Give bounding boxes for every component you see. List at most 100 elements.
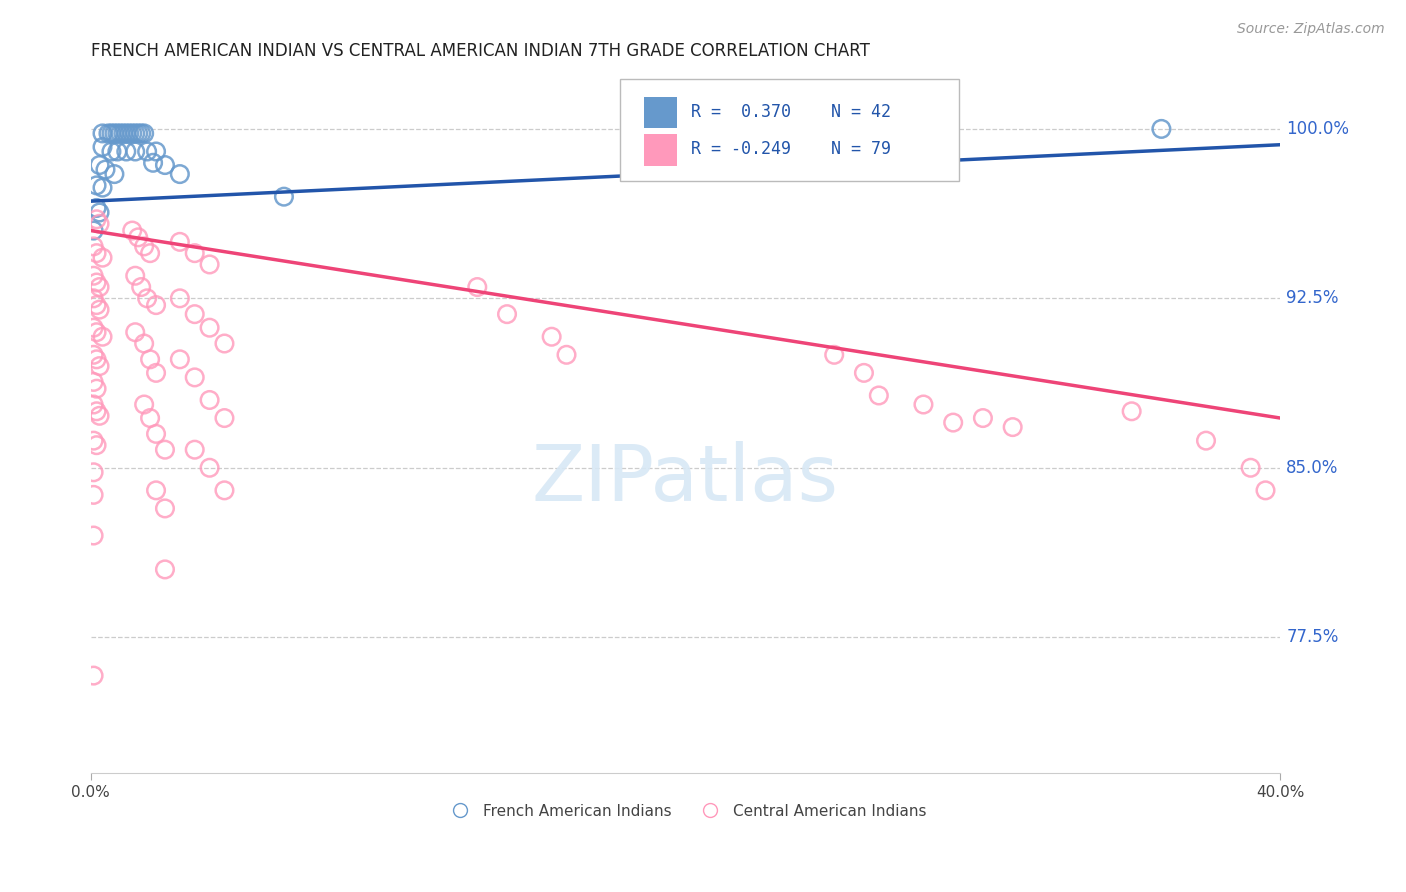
Point xyxy=(86,352,108,367)
Text: Source: ZipAtlas.com: Source: ZipAtlas.com xyxy=(1237,22,1385,37)
Point xyxy=(1239,460,1261,475)
Point xyxy=(121,127,143,141)
Point xyxy=(105,127,128,141)
Point xyxy=(540,330,562,344)
Point xyxy=(912,397,935,411)
Point xyxy=(97,127,120,141)
Point xyxy=(94,162,117,177)
Point xyxy=(115,145,138,159)
Point xyxy=(83,434,105,448)
Point xyxy=(198,320,221,334)
Point xyxy=(198,257,221,271)
Point xyxy=(83,320,105,334)
Point xyxy=(145,145,167,159)
Point xyxy=(169,352,191,367)
Point xyxy=(89,359,111,373)
Point xyxy=(134,336,156,351)
Point xyxy=(145,426,167,441)
Point xyxy=(86,438,108,452)
Point xyxy=(145,366,167,380)
Point xyxy=(139,411,162,425)
Point xyxy=(1254,483,1277,498)
Point xyxy=(136,145,159,159)
Legend: French American Indians, Central American Indians: French American Indians, Central America… xyxy=(439,797,932,824)
Point xyxy=(86,246,108,260)
Text: 85.0%: 85.0% xyxy=(1286,458,1339,476)
Point xyxy=(183,442,205,457)
Point xyxy=(153,562,176,576)
Point xyxy=(972,411,994,425)
Point xyxy=(83,668,105,682)
FancyBboxPatch shape xyxy=(644,97,678,128)
Point xyxy=(153,158,176,172)
Point xyxy=(83,239,105,253)
Point xyxy=(942,416,965,430)
Point xyxy=(169,291,191,305)
Point xyxy=(153,442,176,457)
Point xyxy=(198,460,221,475)
Point xyxy=(110,127,132,141)
Point xyxy=(127,127,149,141)
Point xyxy=(91,251,114,265)
Point xyxy=(214,336,236,351)
Point xyxy=(214,483,236,498)
Point xyxy=(129,280,152,294)
Point xyxy=(555,348,578,362)
Point xyxy=(183,370,205,384)
Point xyxy=(121,223,143,237)
Point xyxy=(103,127,125,141)
Point xyxy=(91,330,114,344)
Point xyxy=(1121,404,1143,418)
Point xyxy=(89,409,111,423)
Point xyxy=(89,280,111,294)
Point xyxy=(105,145,128,159)
Point xyxy=(83,397,105,411)
Point xyxy=(169,235,191,249)
Point xyxy=(100,145,122,159)
Point xyxy=(115,127,138,141)
Point xyxy=(1150,122,1173,136)
Point xyxy=(129,127,152,141)
Point xyxy=(83,291,105,305)
Point xyxy=(1001,420,1024,434)
Point xyxy=(465,280,488,294)
Point xyxy=(86,178,108,193)
Point xyxy=(86,382,108,396)
Point xyxy=(145,483,167,498)
Point xyxy=(83,528,105,542)
Point xyxy=(183,307,205,321)
Point xyxy=(83,223,105,237)
Text: ZIPatlas: ZIPatlas xyxy=(531,441,839,516)
Point xyxy=(124,268,146,283)
Point xyxy=(91,180,114,194)
Text: R =  0.370    N = 42: R = 0.370 N = 42 xyxy=(692,103,891,121)
Point xyxy=(83,465,105,479)
Point xyxy=(169,167,191,181)
Point xyxy=(89,158,111,172)
Point xyxy=(86,298,108,312)
Point xyxy=(86,212,108,227)
Point xyxy=(112,127,135,141)
Point xyxy=(124,145,146,159)
Point xyxy=(83,375,105,389)
Point xyxy=(139,246,162,260)
Point xyxy=(134,239,156,253)
Point xyxy=(89,205,111,219)
Point xyxy=(198,392,221,407)
Point xyxy=(89,302,111,317)
Point xyxy=(183,246,205,260)
Point xyxy=(83,348,105,362)
Point xyxy=(86,276,108,290)
Point xyxy=(83,488,105,502)
Point xyxy=(124,325,146,339)
Point xyxy=(103,167,125,181)
Point xyxy=(496,307,519,321)
Point xyxy=(868,388,890,402)
Point xyxy=(91,140,114,154)
Point xyxy=(83,268,105,283)
Text: 92.5%: 92.5% xyxy=(1286,289,1339,308)
Point xyxy=(91,127,114,141)
Text: FRENCH AMERICAN INDIAN VS CENTRAL AMERICAN INDIAN 7TH GRADE CORRELATION CHART: FRENCH AMERICAN INDIAN VS CENTRAL AMERIC… xyxy=(90,42,869,60)
FancyBboxPatch shape xyxy=(620,79,959,181)
Point xyxy=(1195,434,1218,448)
